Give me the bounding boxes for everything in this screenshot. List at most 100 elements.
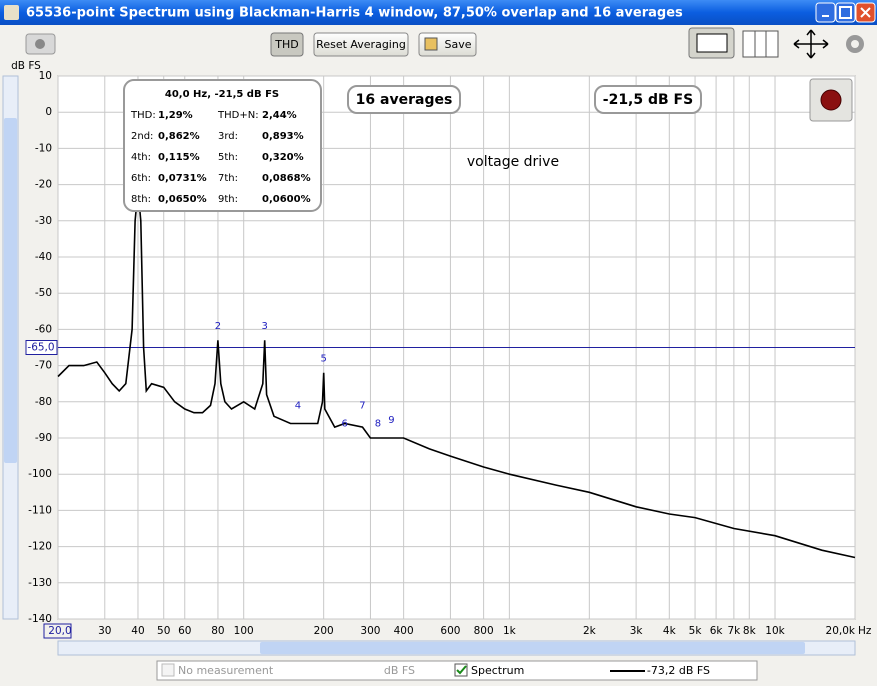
x-tick-label: 2k	[583, 625, 597, 637]
window-title: 65536-point Spectrum using Blackman-Harr…	[26, 6, 683, 21]
thd-label: 7th:	[218, 173, 238, 184]
y-tick-label: -80	[35, 396, 52, 408]
harmonic-label: 9	[388, 415, 394, 426]
thd-button[interactable]	[270, 32, 304, 57]
camera-lens	[35, 39, 45, 49]
horizontal-scroll-thumb[interactable]	[260, 642, 805, 654]
x-tick-label: 20,0	[48, 625, 71, 637]
legend-checkbox[interactable]	[161, 663, 175, 677]
thd-value: 0,320%	[262, 152, 304, 163]
thd-value: 0,0868%	[262, 173, 311, 184]
y-tick-label: -50	[35, 287, 52, 299]
thd-value: 0,893%	[262, 131, 304, 142]
vertical-scroll-thumb[interactable]	[4, 118, 17, 463]
x-tick-label: 300	[360, 625, 380, 637]
title-bar	[0, 0, 877, 25]
y-tick-label: -100	[28, 468, 52, 480]
record-dot	[820, 89, 842, 111]
y-axis-label: dB FS	[11, 60, 41, 72]
x-tick-label: 80	[211, 625, 224, 637]
thd-label: 5th:	[218, 152, 238, 163]
app-icon	[4, 5, 19, 20]
legend: No measurement dB FS Spectrum -73,2 dB F…	[156, 660, 758, 681]
thd-label: 8th:	[131, 194, 151, 205]
thd-box-frame	[123, 79, 322, 212]
harmonic-label: 5	[320, 353, 326, 364]
harmonic-label: 4	[295, 400, 301, 411]
y-tick-label: -110	[28, 504, 52, 516]
thd-button-label: THD	[274, 38, 298, 51]
y-tick-label: -140	[28, 613, 52, 625]
thd-label: 3rd:	[218, 131, 238, 142]
thd-value: 0,0650%	[158, 194, 207, 205]
reset-averaging-button[interactable]	[313, 32, 409, 57]
x-tick-label: 5k	[689, 625, 703, 637]
settings-hole	[851, 40, 859, 48]
harmonic-label: 7	[359, 400, 365, 411]
harmonic-label: 6	[342, 419, 348, 430]
level-box	[594, 85, 702, 114]
x-tick-label: 800	[474, 625, 494, 637]
minimize-button[interactable]	[815, 2, 836, 23]
x-tick-label: 40	[131, 625, 144, 637]
thd-label: 2nd:	[131, 131, 153, 142]
plot-layer: 100-10-20-30-40-50-60-70-80-90-100-110-1…	[25, 70, 872, 639]
y-tick-label: -90	[35, 432, 52, 444]
y-tick-label: -120	[28, 541, 52, 553]
pan-button[interactable]	[793, 29, 829, 59]
y-tick-label: -130	[28, 577, 52, 589]
harmonic-label: 3	[262, 321, 268, 332]
window-controls[interactable]	[815, 2, 876, 23]
thd-value: 0,115%	[158, 152, 200, 163]
x-tick-label: 60	[178, 625, 191, 637]
thd-box: 40,0 Hz, -21,5 dB FS THD: 1,29% THD+N: 2,44…	[123, 79, 322, 212]
marker-label: -65,0	[27, 342, 54, 354]
view-icon	[696, 33, 728, 53]
x-unit: Hz	[858, 625, 872, 637]
x-tick-label: 30	[98, 625, 111, 637]
legend-unit: dB FS	[384, 664, 415, 677]
maximize-button[interactable]	[835, 2, 856, 23]
x-tick-label: 7k	[727, 625, 741, 637]
harmonic-label: 2	[215, 321, 221, 332]
legend-entry: Spectrum	[471, 664, 524, 677]
averages-box	[347, 85, 461, 114]
close-glyph	[860, 7, 871, 18]
toolbar: THD Reset Averaging Save	[25, 27, 864, 59]
x-tick-label: 200	[314, 625, 334, 637]
y-tick-label: -60	[35, 323, 52, 335]
x-tick-label: 50	[157, 625, 170, 637]
y-tick-label: -40	[35, 251, 52, 263]
reset-averaging-label: Reset Averaging	[316, 38, 406, 51]
x-start-box	[43, 623, 72, 639]
y-tick-label: -10	[35, 142, 52, 154]
thd-label: THD:	[130, 110, 156, 121]
spectrum-line	[57, 189, 856, 559]
limits-icon	[754, 31, 767, 57]
thd-value: 0,0600%	[262, 194, 311, 205]
x-tick-label: 4k	[663, 625, 677, 637]
x-tick-label: 1k	[503, 625, 517, 637]
marker-label-box	[25, 340, 58, 355]
y-tick-label: -70	[35, 360, 52, 372]
check-glyph	[456, 665, 467, 675]
y-tick-label: -30	[35, 215, 52, 227]
level-text: -21,5 dB FS	[603, 92, 693, 108]
x-tick-label: 6k	[710, 625, 724, 637]
save-icon	[424, 37, 438, 51]
thd-value: 2,44%	[262, 110, 297, 121]
thd-label: 4th:	[131, 152, 151, 163]
thd-value: 1,29%	[158, 110, 193, 121]
legend-value: -73,2 dB FS	[647, 664, 710, 677]
maximize-glyph	[839, 6, 852, 19]
y-tick-label: 0	[45, 106, 52, 118]
minimize-glyph	[822, 15, 829, 17]
save-label: Save	[444, 38, 471, 51]
harmonic-label: 8	[375, 419, 381, 430]
thd-label: 6th:	[131, 173, 151, 184]
thd-rows: THD: 1,29% THD+N: 2,44% 2nd: 0,862% 3rd: 0,893%…	[130, 110, 311, 205]
limits-button[interactable]	[742, 30, 779, 58]
thd-label: THD+N:	[217, 110, 259, 121]
thd-value: 0,0731%	[158, 173, 207, 184]
